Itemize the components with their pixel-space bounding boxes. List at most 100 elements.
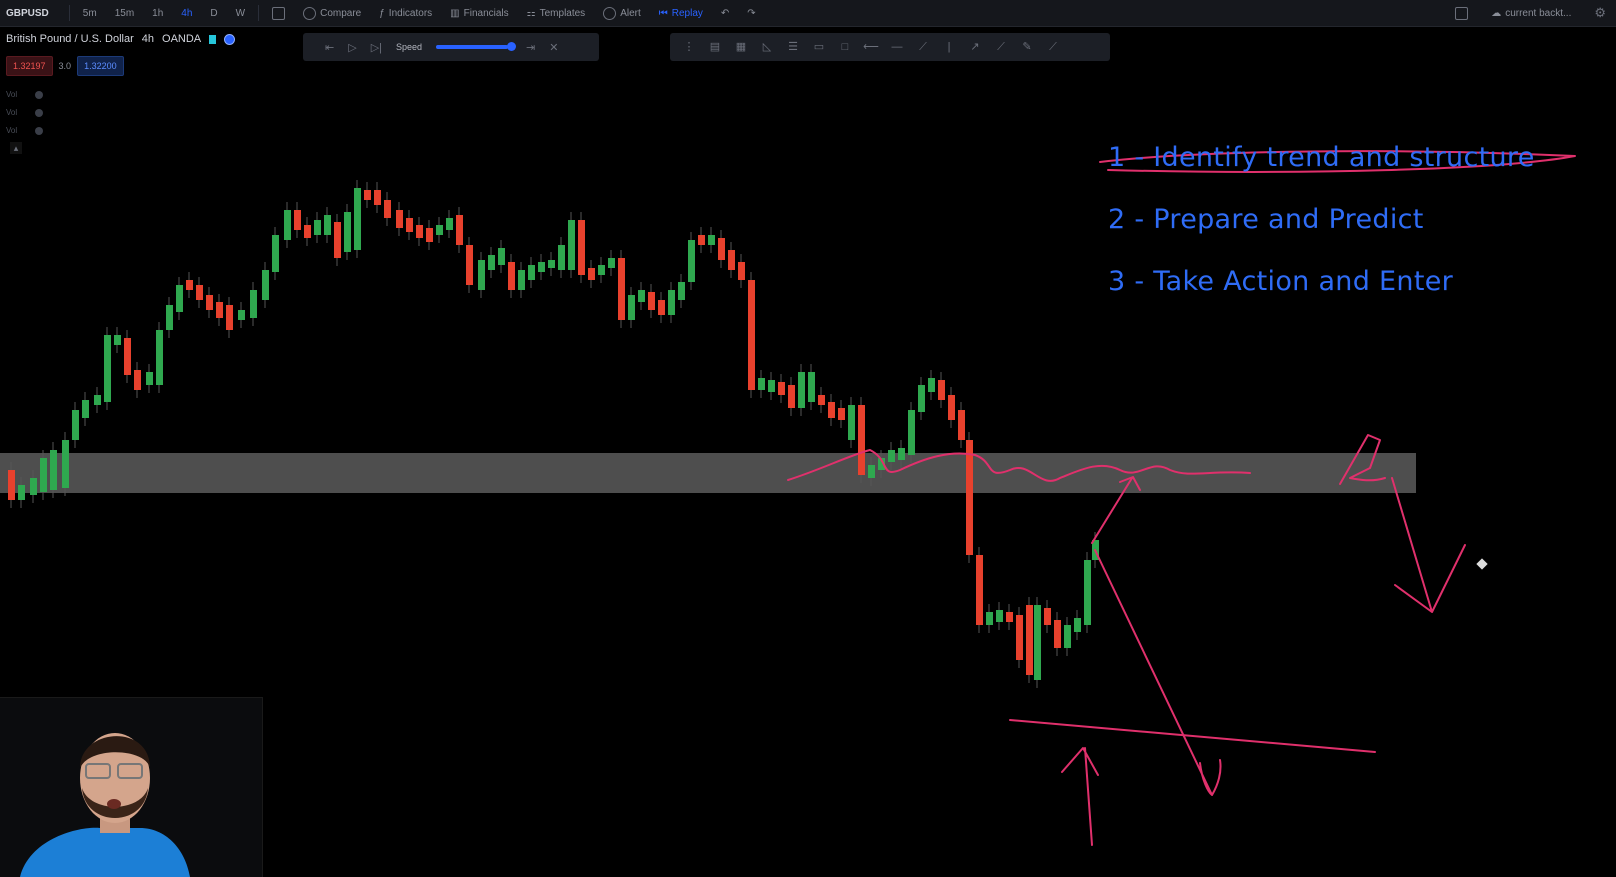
interval-4h[interactable]: 4h [181,7,193,19]
eye-icon[interactable] [35,126,44,135]
candle-body [250,290,257,318]
jump-to-realtime-icon[interactable]: ⇥ [526,41,536,54]
candle-body [598,265,605,275]
candle-body [878,458,885,470]
templates-button[interactable]: ⚏ Templates [527,8,586,19]
candle-body [1064,625,1071,648]
replay-icon: ⏮ [658,7,668,19]
indicator-row[interactable]: Vol [6,86,44,104]
rectangle-icon[interactable]: □ [841,41,849,53]
bar-chart-icon [272,6,286,20]
candle-body [226,305,233,330]
candle-body [938,380,945,400]
candle-body [436,225,443,235]
step-3-text: 3 - Take Action and Enter [1108,266,1454,297]
cloud-icon: ☁ [1491,7,1502,19]
collapse-legend-button[interactable]: ▴ [10,142,22,154]
function-icon: ƒ [379,7,385,19]
interval-w[interactable]: W [235,7,246,19]
candle-body [888,450,895,462]
brush-icon[interactable]: ✎ [1022,41,1032,53]
drawing-toolbar: ⋮ ▤ ▦ ◺ ☰ ▭ □ ⟵ — ⟋ | ↗ ⟋ ✎ ⟋ [670,33,1110,61]
candle-body [678,282,685,300]
step-forward-icon[interactable]: ▷| [370,41,383,54]
indicators-button[interactable]: ƒ Indicators [379,8,432,19]
interval-d[interactable]: D [210,7,218,19]
candle-body [518,270,525,290]
extended-line-icon[interactable]: ⟋ [1049,41,1057,53]
candle-body [446,218,453,230]
symbol-search[interactable]: GBPUSD [6,7,49,19]
replay-button[interactable]: ⏮ Replay [659,8,703,19]
compare-button[interactable]: Compare [303,6,361,20]
redo-icon: ↷ [747,7,756,19]
divider [258,5,260,21]
candle-body [134,370,141,390]
short-position-icon[interactable]: ▦ [735,41,747,53]
candle-body [466,245,473,285]
trend-line-icon[interactable]: ⟋ [919,41,927,53]
interval-15m[interactable]: 15m [114,7,135,19]
close-icon[interactable]: ✕ [549,41,559,54]
indicator-row[interactable]: Vol [6,122,44,140]
sell-button[interactable]: 1.32197 [6,56,53,76]
fullscreen-icon[interactable] [1455,6,1469,20]
financials-button[interactable]: ▥ Financials [450,8,508,19]
horizontal-ray-icon[interactable]: ⟵ [863,41,879,53]
candle-body [778,382,785,395]
layout-button[interactable]: ☁ current backt... [1491,8,1571,19]
candle-body [1084,560,1091,625]
indicator-row[interactable]: Vol [6,104,44,122]
candle-body [638,290,645,302]
replay-mode-icon [224,33,236,45]
redo-button[interactable]: ↷ [747,8,755,19]
settings-gear-icon[interactable]: ⚙ [1594,5,1606,20]
eye-icon[interactable] [35,90,44,99]
candle-body [196,285,203,300]
symbol-legend: British Pound / U.S. Dollar 4h OANDA [6,33,236,45]
candle-body [364,190,371,200]
eye-icon[interactable] [35,108,44,117]
candle-body [284,210,291,240]
price-range-icon[interactable]: ▭ [813,41,825,53]
candle-body [708,235,715,245]
step-1-text: 1 - Identify trend and structure [1108,142,1535,173]
buy-button[interactable]: 1.32200 [77,56,124,76]
fib-retracement-icon[interactable]: ☰ [788,41,798,53]
replay-control-bar: ⇤ ▷ ▷| Speed ⇥ ✕ [303,33,599,61]
candle-body [406,218,413,232]
interval-1h[interactable]: 1h [152,7,164,19]
drag-handle-icon[interactable]: ⋮ [683,41,695,53]
undo-button[interactable]: ↶ [721,8,729,19]
candle-body [40,458,47,492]
candle-body [304,225,311,238]
candle-body [334,222,341,258]
long-position-icon[interactable]: ▤ [709,41,721,53]
speed-slider[interactable] [436,42,517,51]
candle-body [354,188,361,250]
horizontal-line-icon[interactable]: — [891,41,903,53]
candle-body [898,448,905,460]
arrow-icon[interactable]: ↗ [970,41,980,53]
interval-5m[interactable]: 5m [82,7,97,19]
gann-icon[interactable]: ◺ [762,41,772,53]
select-bar-icon[interactable]: ⇤ [325,41,335,54]
candle-body [1044,608,1051,625]
chart-type-button[interactable] [272,6,286,20]
ray-icon[interactable]: ⟋ [997,41,1005,53]
candle-body [748,280,755,390]
up-arrow-from-support [1061,747,1099,846]
speed-slider-knob[interactable] [507,42,517,51]
candle-body [788,385,795,408]
candle-body [314,220,321,235]
alert-button[interactable]: Alert [603,6,641,20]
candle-body [558,245,565,270]
candle-body [396,210,403,228]
vertical-line-icon[interactable]: | [947,41,951,53]
candle-body [1034,605,1041,680]
play-icon[interactable]: ▷ [348,41,357,54]
candle-body [548,260,555,268]
symbol-title: British Pound / U.S. Dollar [6,33,134,45]
webcam-overlay [0,697,263,877]
